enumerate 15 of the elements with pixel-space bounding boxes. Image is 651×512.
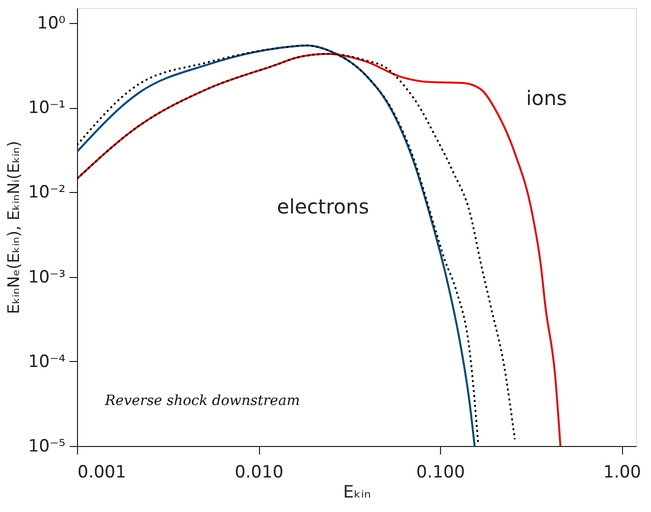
x-tick-label: 0.010: [234, 462, 284, 482]
x-axis-title: Eₖᵢₙ: [343, 482, 371, 502]
x-tick-label: 0.001: [78, 462, 126, 482]
y-tick-label: 10⁻¹: [28, 98, 66, 118]
y-tick-label: 10⁻³: [28, 267, 66, 288]
x-tick-label: 0.100: [416, 462, 465, 482]
text: electrons: [276, 194, 370, 219]
series-label: ions: [526, 86, 567, 110]
y-tick-label: 10⁰: [37, 13, 66, 34]
y-tick-label: 10⁻⁴: [28, 352, 66, 372]
annotation: Reverse shock downstream: [104, 393, 300, 409]
y-axis-title: EₖᵢₙNₑ(Eₖᵢₙ), EₖᵢₙNᵢ(Eₖᵢₙ): [4, 140, 24, 314]
x-tick-label: 1.00: [603, 462, 642, 482]
y-tick-label: 10⁻⁵: [28, 436, 66, 456]
y-tick-label: 10⁻²: [28, 182, 66, 203]
